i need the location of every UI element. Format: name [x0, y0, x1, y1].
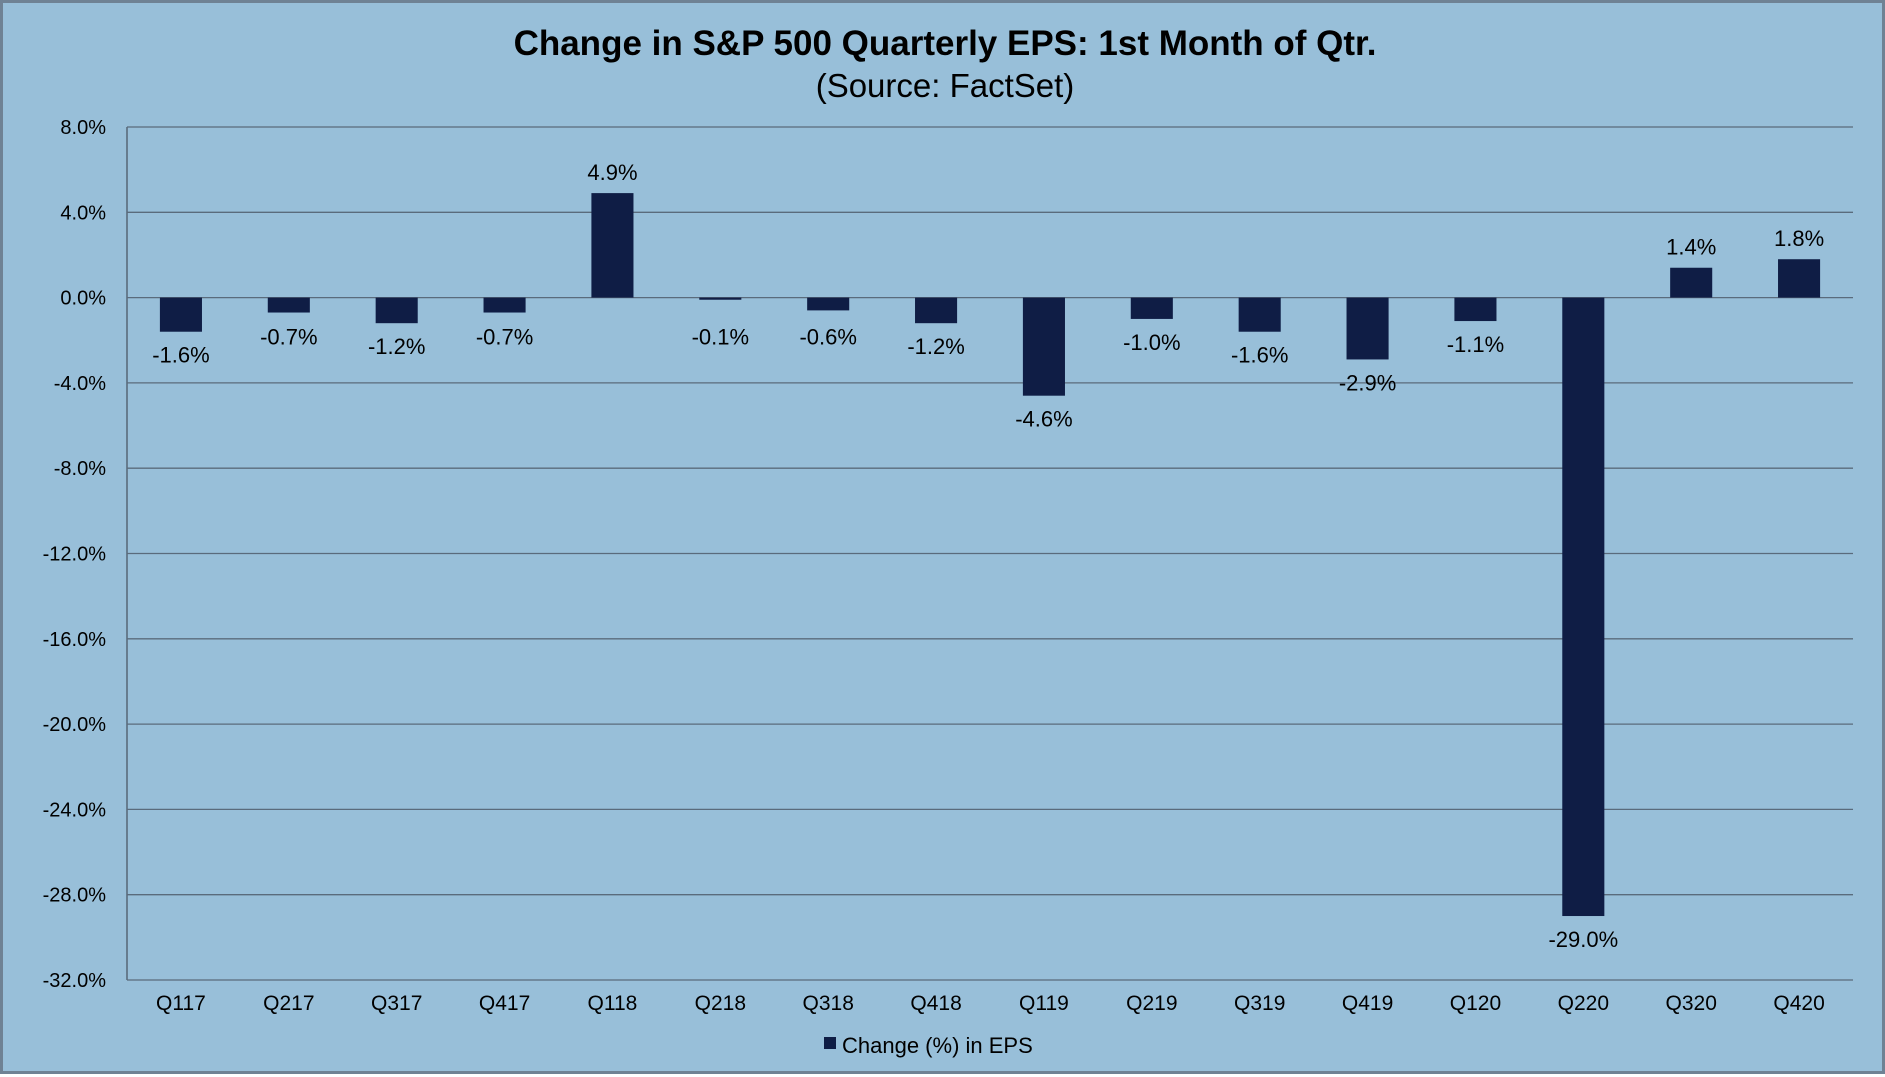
bar [1670, 267, 1713, 298]
bar [483, 297, 526, 313]
bar [591, 193, 634, 298]
data-label: -29.0% [1548, 927, 1618, 952]
x-tick-label: Q318 [803, 992, 854, 1015]
y-tick-label: 4.0% [60, 202, 106, 224]
y-tick-label: -12.0% [43, 544, 107, 566]
data-label: -1.1% [1447, 332, 1504, 357]
data-label: -4.6% [1015, 407, 1072, 432]
data-label: -1.2% [368, 334, 425, 359]
bar [375, 297, 418, 324]
data-label: -0.7% [476, 325, 533, 350]
bar [1562, 297, 1605, 917]
data-label: -1.0% [1123, 330, 1180, 355]
legend-label: Change (%) in EPS [842, 1033, 1033, 1058]
bar [1778, 259, 1821, 298]
x-tick-label: Q420 [1773, 992, 1824, 1015]
y-tick-label: -24.0% [43, 799, 107, 821]
bar [1454, 297, 1497, 322]
y-tick-label: 0.0% [60, 288, 106, 310]
data-label: -0.6% [799, 325, 856, 350]
bar [915, 297, 958, 324]
bar [1130, 297, 1173, 319]
bar [699, 297, 742, 300]
y-tick-label: 8.0% [60, 117, 106, 139]
data-label: 4.9% [587, 160, 637, 185]
data-label: 1.4% [1666, 235, 1716, 260]
x-tick-label: Q117 [156, 992, 206, 1015]
y-axis-ticks: 8.0% 4.0% 0.0% -4.0% -8.0% -12.0% -16.0% -20.0%… [43, 117, 107, 992]
data-label: -1.6% [152, 343, 209, 368]
x-tick-label: Q317 [371, 992, 422, 1015]
x-tick-label: Q320 [1666, 992, 1717, 1015]
y-tick-label: -16.0% [43, 629, 107, 651]
x-tick-label: Q220 [1558, 992, 1609, 1015]
bar [1022, 297, 1065, 396]
x-tick-label: Q319 [1234, 992, 1285, 1015]
bar [1238, 297, 1281, 332]
x-tick-label: Q120 [1450, 992, 1501, 1015]
legend-swatch [824, 1037, 836, 1049]
x-tick-label: Q118 [588, 992, 638, 1015]
legend: Change (%) in EPS [824, 1033, 1033, 1058]
x-axis-ticks: Q117 Q217 Q317 Q417 Q118 Q218 Q318 Q418 Q119 Q219… [156, 992, 1825, 1015]
data-label: 1.8% [1774, 226, 1824, 251]
bar [807, 297, 850, 311]
data-label: -0.7% [260, 325, 317, 350]
y-tick-label: -20.0% [43, 714, 107, 736]
x-tick-label: Q119 [1019, 992, 1069, 1015]
y-tick-label: -8.0% [54, 458, 106, 480]
y-tick-label: -32.0% [43, 970, 107, 992]
data-labels: -1.6% -0.7% -1.2% -0.7% 4.9% -0.1% -0.6% -1.2% -… [152, 160, 1824, 952]
x-tick-label: Q419 [1342, 992, 1393, 1015]
y-tick-label: -4.0% [54, 373, 106, 395]
bar [1346, 297, 1389, 360]
bar-chart: Change in S&P 500 Quarterly EPS: 1st Mon… [43, 24, 1853, 1058]
data-label: -2.9% [1339, 370, 1396, 395]
data-label: -1.6% [1231, 343, 1288, 368]
x-tick-label: Q219 [1126, 992, 1177, 1015]
chart-title: Change in S&P 500 Quarterly EPS: 1st Mon… [514, 24, 1377, 63]
x-tick-label: Q417 [479, 992, 530, 1015]
y-tick-label: -28.0% [43, 885, 107, 907]
bar [267, 297, 310, 313]
data-label: -0.1% [692, 325, 749, 350]
bar [159, 297, 202, 332]
x-tick-label: Q217 [263, 992, 314, 1015]
x-tick-label: Q418 [910, 992, 961, 1015]
chart-subtitle: (Source: FactSet) [816, 67, 1075, 104]
bars [159, 193, 1821, 917]
x-tick-label: Q218 [695, 992, 746, 1015]
data-label: -1.2% [907, 334, 964, 359]
